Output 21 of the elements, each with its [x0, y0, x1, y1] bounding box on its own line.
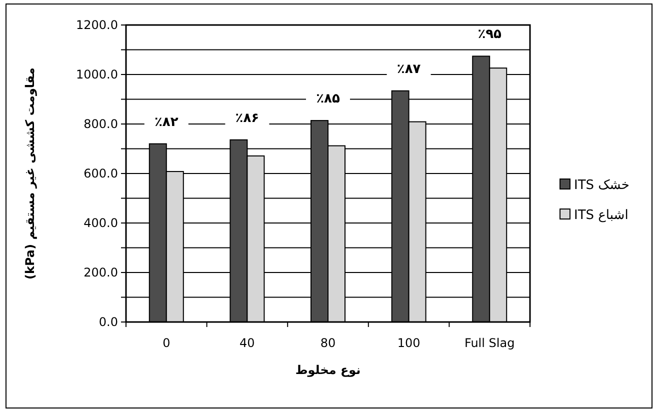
- x-axis-title: نوع مخلوط: [295, 363, 361, 377]
- y-axis-title: مقاومت کششی غیر مستقیم (kPa): [23, 68, 37, 280]
- y-tick-label: 800.0: [84, 117, 118, 131]
- y-tick-label: 600.0: [84, 166, 118, 180]
- legend-label: اشباع ITS: [574, 208, 628, 223]
- annotation: ٪۸۵: [316, 92, 340, 107]
- annotation: ٪۸۷: [396, 62, 421, 77]
- y-tick-label: 1200.0: [76, 18, 118, 32]
- x-tick-label: 100: [397, 336, 420, 350]
- annotation: ٪۸۶: [235, 110, 260, 126]
- legend-label: خشک ITS: [574, 178, 630, 193]
- x-tick-label: Full Slag: [464, 336, 515, 350]
- x-tick-label: 80: [320, 336, 336, 350]
- x-tick-label: 0: [162, 336, 170, 350]
- annotation: ٪۸۲: [154, 114, 178, 130]
- x-tick-label: 40: [240, 336, 255, 350]
- y-tick-label: 400.0: [84, 216, 118, 230]
- y-tick-label: 1000.0: [76, 68, 118, 82]
- y-tick-label: 200.0: [84, 266, 118, 280]
- annotation: ٪۹۵: [478, 27, 502, 42]
- y-tick-label: 0.0: [98, 315, 118, 329]
